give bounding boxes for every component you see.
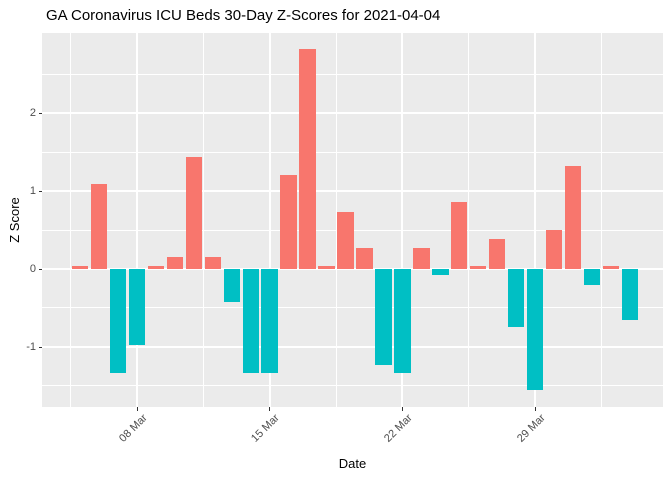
y-tick-mark bbox=[39, 191, 42, 193]
bar-12-mar bbox=[204, 256, 222, 269]
gridline-minor-v bbox=[335, 33, 337, 407]
bar-13-mar bbox=[223, 269, 241, 302]
gridline-minor-v bbox=[202, 33, 204, 407]
y-tick-label: -1 bbox=[26, 340, 36, 353]
bar-16-mar bbox=[280, 174, 297, 269]
gridline-major-v bbox=[268, 33, 271, 407]
bar-20-mar bbox=[356, 247, 373, 269]
bar-24-mar bbox=[432, 269, 449, 276]
bar-31-mar bbox=[564, 165, 582, 269]
gridline-minor-h bbox=[42, 151, 663, 153]
x-tick-mark bbox=[269, 407, 271, 411]
x-axis-title: Date bbox=[338, 456, 367, 471]
bar-30-mar bbox=[545, 230, 563, 269]
gridline-minor-h bbox=[42, 307, 663, 309]
bar-10-mar bbox=[166, 257, 184, 269]
bar-29-mar bbox=[526, 269, 544, 391]
x-tick-label: 15 Mar bbox=[249, 412, 283, 445]
y-tick-mark bbox=[39, 269, 42, 270]
gridline-major-h bbox=[42, 345, 663, 348]
gridline-minor-h bbox=[42, 74, 663, 76]
bar-07-mar bbox=[109, 269, 127, 374]
bar-08-mar bbox=[128, 269, 146, 346]
bar-28-mar bbox=[507, 269, 525, 328]
x-tick-mark bbox=[136, 407, 138, 411]
gridline-minor-v bbox=[600, 33, 602, 407]
x-tick-label: 08 Mar bbox=[116, 412, 150, 445]
bar-06-mar bbox=[90, 184, 108, 269]
x-tick-mark bbox=[401, 407, 403, 411]
gridline-minor-v bbox=[70, 33, 72, 407]
bar-26-mar bbox=[469, 265, 487, 269]
gridline-major-v bbox=[401, 33, 404, 407]
x-tick-label: 29 Mar bbox=[514, 412, 548, 445]
gridline-major-h bbox=[42, 268, 663, 270]
y-tick-mark bbox=[39, 346, 42, 348]
x-tick-mark bbox=[534, 407, 536, 411]
bar-09-mar bbox=[147, 265, 165, 269]
gridline-major-v bbox=[534, 33, 536, 407]
bar-02-apr bbox=[602, 265, 620, 269]
bar-15-mar bbox=[261, 269, 278, 374]
bar-11-mar bbox=[185, 156, 203, 269]
bar-03-apr bbox=[621, 269, 638, 321]
y-tick-label: 0 bbox=[29, 263, 36, 275]
bar-01-apr bbox=[583, 269, 601, 285]
bar-25-mar bbox=[450, 202, 468, 269]
chart-title: GA Coronavirus ICU Beds 30-Day Z-Scores … bbox=[46, 7, 441, 24]
gridline-major-h bbox=[42, 112, 663, 115]
bar-21-mar bbox=[375, 269, 392, 365]
gridline-major-v bbox=[136, 33, 139, 407]
x-tick-label: 22 Mar bbox=[382, 412, 415, 445]
bar-22-mar bbox=[394, 269, 411, 374]
plot-panel bbox=[42, 33, 663, 407]
bar-23-mar bbox=[413, 247, 430, 269]
gridline-minor-v bbox=[468, 33, 470, 407]
y-tick-label: 1 bbox=[29, 185, 36, 198]
gridline-minor-h bbox=[42, 385, 663, 387]
bar-18-mar bbox=[318, 265, 335, 269]
bar-19-mar bbox=[337, 212, 354, 269]
y-axis-title: Z Score bbox=[7, 197, 22, 243]
bar-17-mar bbox=[299, 48, 316, 269]
bar-14-mar bbox=[242, 269, 259, 374]
y-tick-label: 2 bbox=[29, 107, 36, 120]
bar-27-mar bbox=[488, 238, 506, 269]
bar-05-mar bbox=[71, 265, 89, 269]
y-tick-mark bbox=[39, 113, 42, 115]
gridline-major-h bbox=[42, 190, 663, 193]
